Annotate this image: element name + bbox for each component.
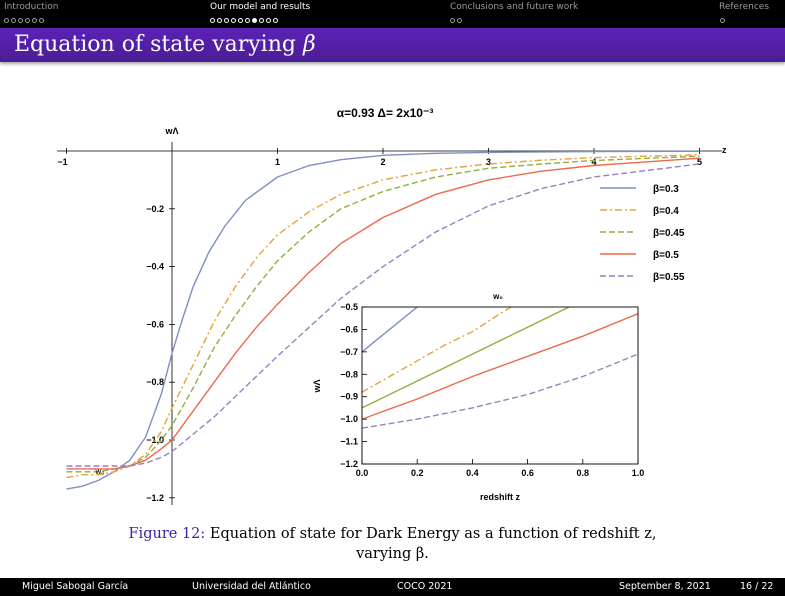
- legend-label-3: β=0.45: [653, 228, 685, 239]
- inset-y-tick-label: −0.8: [340, 369, 358, 379]
- main-x-tick-label: 5: [697, 157, 702, 167]
- legend-label-2: β=0.4: [653, 206, 679, 217]
- footer-bar: Miguel Sabogal García Universidad del At…: [0, 578, 785, 596]
- inset-series-line-3: [361, 306, 570, 409]
- nav-dots-model-results[interactable]: [210, 14, 280, 23]
- inset-y-tick-label: −1.0: [340, 414, 358, 424]
- inset-y-tick-label: −0.9: [340, 392, 358, 402]
- inset-y-label: wΛ: [312, 379, 322, 393]
- footer-event: COCO 2021: [397, 581, 453, 592]
- nav-dot[interactable]: [224, 18, 229, 23]
- inset-x-label: redshift z: [480, 492, 521, 502]
- main-x-tick-label: 3: [486, 157, 491, 167]
- caption-line-1: Equation of state for Dark Energy as a f…: [205, 526, 657, 542]
- inset-x-tick-label: 0.0: [356, 468, 369, 478]
- nav-dots-introduction[interactable]: [4, 14, 46, 23]
- nav-dot[interactable]: [217, 18, 222, 23]
- inset-chart: 0.0 0.2 0.4 0.6 0.8 1.0 −0.5 −0.6 −0.7 −0.8 −0.9 −…: [312, 292, 644, 502]
- inset-series-line-2: [361, 306, 512, 393]
- nav-dot[interactable]: [259, 18, 264, 23]
- inset-y-tick-label: −0.5: [340, 302, 358, 312]
- main-x-tick-label: 4: [591, 157, 596, 167]
- main-y-tick-label: −0.6: [146, 319, 164, 329]
- inset-x-tick-label: 0.2: [411, 468, 424, 478]
- main-series-line-4: [66, 157, 700, 470]
- slide-title: Equation of state varying β: [14, 32, 316, 57]
- footer-author: Miguel Sabogal García: [22, 581, 129, 592]
- main-chart-x-label: z: [722, 145, 727, 155]
- footer-date: September 8, 2021: [619, 581, 711, 592]
- nav-dot[interactable]: [231, 18, 236, 23]
- nav-section-model-results[interactable]: Our model and results: [210, 2, 311, 12]
- inset-series-line-4: [361, 313, 639, 420]
- figure-caption: Figure 12: Equation of state for Dark En…: [0, 526, 785, 542]
- main-chart: α=0.93 Δ= 2x10⁻³ wΛ z −1 1 2 3 4 5 −0.2 −0.4 −0…: [57, 106, 727, 505]
- main-chart-title: α=0.93 Δ= 2x10⁻³: [337, 106, 434, 120]
- nav-dot[interactable]: [457, 18, 462, 23]
- nav-dot[interactable]: [18, 18, 23, 23]
- figure-caption-line-2: varying β.: [356, 546, 429, 562]
- nav-dot[interactable]: [245, 18, 250, 23]
- nav-dot[interactable]: [266, 18, 271, 23]
- inset-x-tick-label: 1.0: [632, 468, 645, 478]
- nav-dot[interactable]: [25, 18, 30, 23]
- inset-y-tick-label: −1.2: [340, 459, 358, 469]
- inset-frame: [361, 306, 639, 465]
- inset-y-tick-label: −1.1: [340, 437, 358, 447]
- main-y-tick-label: −1.2: [146, 493, 164, 503]
- figure-area: α=0.93 Δ= 2x10⁻³ wΛ z −1 1 2 3 4 5 −0.2 −0.4 −0…: [57, 106, 727, 505]
- inset-x-tick-label: 0.6: [521, 468, 534, 478]
- w0-marker-label: w₀: [94, 467, 104, 476]
- inset-series-line-5: [361, 353, 639, 429]
- nav-dot[interactable]: [450, 18, 455, 23]
- inset-background: [336, 303, 638, 469]
- main-series-line-2: [66, 154, 700, 479]
- footer-page: 16 / 22: [740, 581, 774, 592]
- inset-series-line-1: [361, 306, 418, 353]
- main-y-tick-label: −0.4: [146, 262, 164, 272]
- main-y-tick-label: −0.8: [146, 377, 164, 387]
- main-series-line-5: [66, 163, 700, 467]
- navigation-bar: Introduction Our model and results Concl…: [0, 0, 785, 28]
- nav-dots-conclusions[interactable]: [450, 14, 464, 23]
- legend-label-5: β=0.55: [653, 272, 685, 283]
- title-bar: Equation of state varying β: [0, 28, 785, 62]
- nav-dot[interactable]: [273, 18, 278, 23]
- inset-y-tick-label: −0.7: [340, 347, 358, 357]
- legend-label-4: β=0.5: [653, 250, 679, 261]
- inset-x-tick-label: 0.4: [466, 468, 479, 478]
- nav-dot[interactable]: [4, 18, 9, 23]
- nav-dot[interactable]: [39, 18, 44, 23]
- nav-dot[interactable]: [210, 18, 215, 23]
- nav-dot[interactable]: [252, 18, 257, 23]
- nav-section-references[interactable]: References: [719, 2, 770, 12]
- nav-dot[interactable]: [720, 18, 725, 23]
- main-x-tick-label: 1: [275, 157, 280, 167]
- main-chart-y-label: wΛ: [164, 126, 178, 136]
- footer-institution: Universidad del Atlántico: [192, 581, 311, 592]
- caption-label: Figure 12:: [128, 526, 206, 542]
- nav-section-introduction[interactable]: Introduction: [4, 2, 59, 12]
- inset-y-tick-label: −0.6: [340, 324, 358, 334]
- nav-section-conclusions[interactable]: Conclusions and future work: [450, 2, 579, 12]
- nav-dots-references[interactable]: [720, 14, 727, 23]
- legend-label-1: β=0.3: [653, 184, 679, 195]
- inset-title: w₀: [492, 292, 503, 301]
- main-x-tick-label: 2: [380, 157, 385, 167]
- nav-dot[interactable]: [11, 18, 16, 23]
- nav-dot[interactable]: [238, 18, 243, 23]
- main-y-tick-label: −0.2: [146, 204, 164, 214]
- nav-dot[interactable]: [32, 18, 37, 23]
- main-x-tick-label: −1: [57, 157, 67, 167]
- inset-x-tick-label: 0.8: [577, 468, 590, 478]
